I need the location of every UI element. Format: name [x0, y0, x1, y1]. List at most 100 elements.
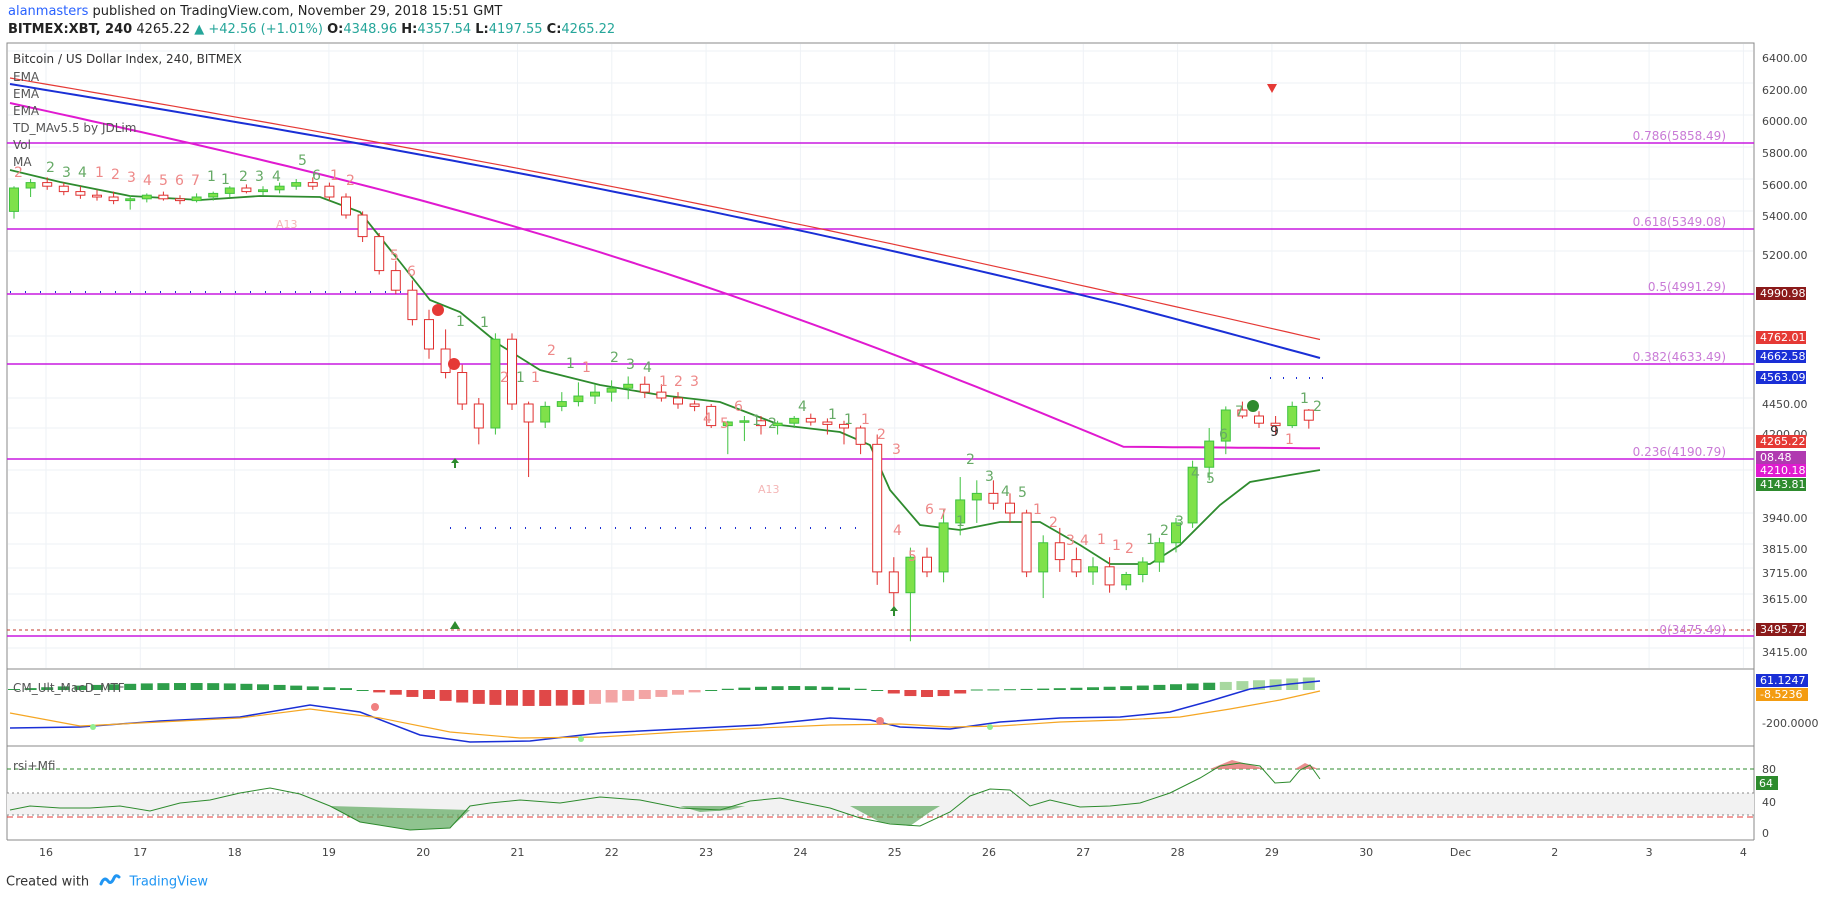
legend-ema-1[interactable]: EMA — [13, 70, 40, 84]
candle-body[interactable] — [656, 391, 667, 399]
candle-body[interactable] — [75, 191, 86, 196]
rsi-title[interactable]: rsi+Mfi — [13, 759, 56, 773]
candle-body[interactable] — [291, 182, 302, 187]
tradingview-logo-icon[interactable] — [99, 873, 121, 891]
author-link[interactable]: alanmasters — [8, 4, 89, 19]
candle-body[interactable] — [756, 420, 766, 427]
candle-body[interactable] — [224, 187, 235, 194]
candle-body[interactable] — [955, 499, 966, 524]
candle-body[interactable] — [357, 214, 368, 238]
candle-body[interactable] — [938, 522, 949, 573]
candle-body[interactable] — [1005, 502, 1015, 514]
candle-body[interactable] — [175, 198, 185, 202]
candle-body[interactable] — [888, 571, 899, 594]
candle-body[interactable] — [805, 417, 816, 423]
candle-body[interactable] — [507, 338, 517, 405]
candle-body[interactable] — [1038, 542, 1049, 573]
candle-body[interactable] — [1270, 422, 1281, 427]
legend-td-ma[interactable]: TD_MAv5.5 by JDLim — [12, 121, 136, 135]
candle-body[interactable] — [324, 185, 335, 198]
price-badge — [1756, 287, 1806, 300]
candle-body[interactable] — [9, 187, 19, 212]
macd-title[interactable]: CM_Ult_MacD_MTF — [13, 681, 125, 695]
candle-body[interactable] — [590, 391, 600, 397]
legend-ema-2[interactable]: EMA — [13, 87, 40, 101]
candle-body[interactable] — [108, 196, 119, 202]
candle-body[interactable] — [457, 372, 468, 405]
candle-body[interactable] — [141, 194, 152, 200]
candle-body[interactable] — [42, 182, 53, 187]
candle-body[interactable] — [374, 236, 385, 272]
candle-body[interactable] — [639, 383, 650, 393]
candle-body[interactable] — [58, 185, 69, 193]
candle-body[interactable] — [1071, 559, 1082, 573]
candle-body[interactable] — [556, 401, 567, 407]
candle-body[interactable] — [922, 556, 932, 573]
candle-body[interactable] — [92, 194, 102, 198]
candle-body[interactable] — [241, 187, 252, 193]
candle-body[interactable] — [606, 387, 617, 393]
candle-body[interactable] — [208, 192, 219, 198]
candle-body[interactable] — [341, 196, 351, 216]
fib-retracement[interactable]: 0.786(5858.49) 0.618(5349.08) 0.5(4991.2… — [7, 129, 1754, 637]
candle-body[interactable] — [191, 196, 202, 202]
candle-body[interactable] — [739, 420, 750, 423]
candle-body[interactable] — [473, 403, 484, 429]
candle-body[interactable] — [623, 383, 634, 389]
td-count: 6 — [407, 264, 416, 280]
candle-body[interactable] — [390, 270, 401, 291]
candle-body[interactable] — [125, 198, 136, 202]
candle-body[interactable] — [706, 405, 717, 427]
candle-body[interactable] — [307, 182, 318, 187]
candle-body[interactable] — [1204, 440, 1215, 468]
legend-vol[interactable]: Vol — [13, 138, 31, 152]
candle-body[interactable] — [1287, 405, 1298, 427]
legend-ema-3[interactable]: EMA — [13, 104, 40, 118]
legend-ma[interactable]: MA — [13, 155, 32, 169]
candle-body[interactable] — [789, 417, 800, 424]
candle-body[interactable] — [971, 492, 982, 501]
candle-body[interactable] — [905, 556, 916, 594]
candle-body[interactable] — [855, 427, 866, 445]
candle-body[interactable] — [440, 348, 451, 374]
candle-body[interactable] — [1154, 542, 1165, 563]
tradingview-link[interactable]: TradingView — [129, 874, 208, 890]
candle-body[interactable] — [872, 443, 883, 573]
candle-body[interactable] — [839, 423, 849, 429]
candle-body[interactable] — [490, 338, 501, 429]
candle-body[interactable] — [258, 189, 268, 193]
candle-body[interactable] — [1021, 512, 1032, 573]
candle-body[interactable] — [1088, 566, 1098, 573]
candle-body[interactable] — [407, 289, 418, 321]
candle-body[interactable] — [1137, 561, 1148, 575]
indicator-legend[interactable]: EMA EMA EMA TD_MAv5.5 by JDLim Vol MA — [12, 70, 136, 169]
candle-body[interactable] — [158, 194, 169, 200]
candle-body[interactable] — [1220, 409, 1231, 442]
candle-body[interactable] — [1187, 466, 1198, 524]
ema-line-red[interactable] — [9, 77, 1321, 341]
candle-body[interactable] — [722, 421, 733, 427]
candle-body[interactable] — [1254, 415, 1264, 424]
ema-line-blue[interactable] — [9, 83, 1321, 359]
candle-body[interactable] — [689, 403, 700, 407]
candle-body[interactable] — [1054, 542, 1065, 561]
candle-body[interactable] — [822, 421, 833, 425]
candle-body[interactable] — [25, 182, 36, 189]
candle-body[interactable] — [424, 319, 434, 350]
candle-body[interactable] — [1171, 522, 1181, 544]
candle-body[interactable] — [1104, 566, 1115, 586]
candle-body[interactable] — [540, 405, 551, 423]
candle-body[interactable] — [573, 395, 584, 403]
macd-bar — [107, 684, 120, 690]
candle-body[interactable] — [274, 185, 285, 191]
ema-line-pink[interactable] — [9, 102, 1321, 450]
candle-body[interactable] — [1303, 409, 1314, 421]
candle-body[interactable] — [1121, 574, 1132, 586]
candle-body[interactable] — [772, 422, 783, 427]
candle-body[interactable] — [523, 403, 534, 423]
candle-body[interactable] — [673, 397, 683, 405]
candle-body[interactable] — [988, 492, 999, 504]
candle-body[interactable] — [1237, 409, 1248, 417]
candles[interactable] — [9, 177, 1314, 642]
